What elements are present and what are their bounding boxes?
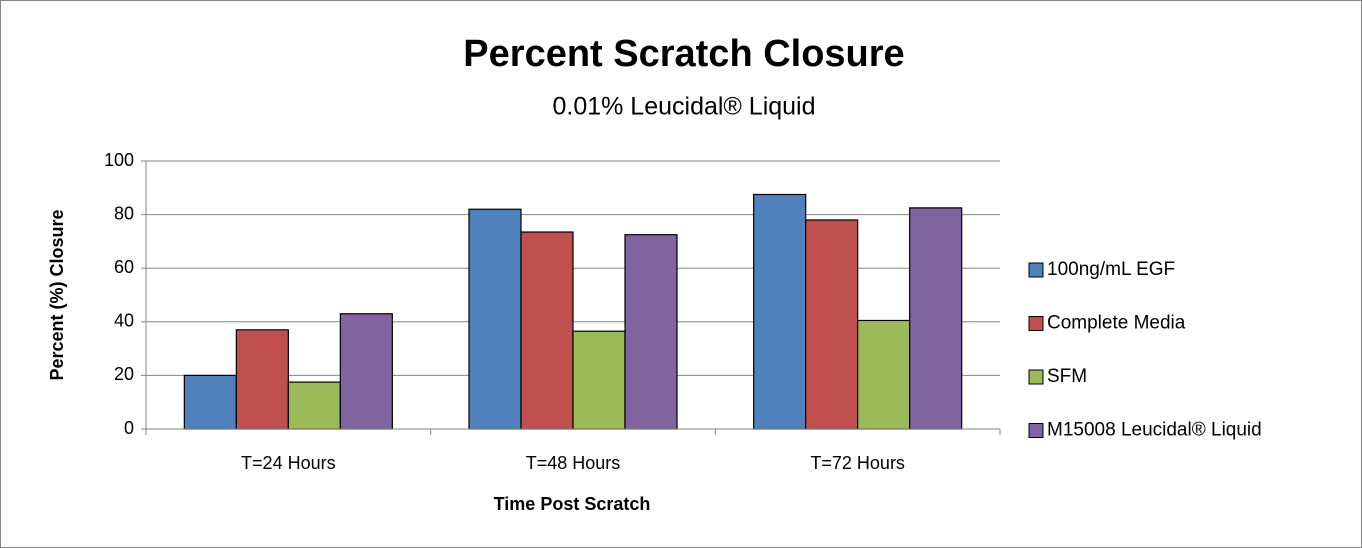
x-axis-title: Time Post Scratch xyxy=(494,494,651,514)
y-tick-label: 0 xyxy=(124,418,134,438)
bar xyxy=(183,374,237,430)
legend-swatch xyxy=(1028,423,1044,438)
bar xyxy=(909,207,963,430)
y-tick-label: 40 xyxy=(114,311,134,331)
bar xyxy=(468,208,522,430)
bar xyxy=(287,381,341,430)
bar xyxy=(753,193,807,430)
x-tick-label: T=24 Hours xyxy=(241,453,336,473)
x-tick-label: T=48 Hours xyxy=(526,453,621,473)
legend-swatch xyxy=(1028,316,1044,331)
y-tick-label: 20 xyxy=(114,364,134,384)
bar xyxy=(235,329,289,430)
y-tick-label: 60 xyxy=(114,257,134,277)
bar xyxy=(805,219,859,430)
legend-label: SFM xyxy=(1047,366,1087,387)
legend-swatch xyxy=(1028,369,1044,385)
y-tick-label: 100 xyxy=(104,150,134,170)
bar xyxy=(857,319,911,430)
legend-label: Complete Media xyxy=(1047,313,1186,334)
bar xyxy=(339,313,393,430)
legend-label: 100ng/mL EGF xyxy=(1047,259,1175,280)
legend-swatch xyxy=(1028,262,1044,278)
chart-title: Percent Scratch Closure xyxy=(463,33,904,75)
legend-label: M15008 Leucidal® Liquid xyxy=(1047,420,1262,441)
y-tick-label: 80 xyxy=(114,203,134,223)
x-tick-label: T=72 Hours xyxy=(810,453,905,473)
bar xyxy=(572,330,626,430)
chart-subtitle: 0.01% Leucidal® Liquid xyxy=(552,93,815,121)
y-axis-title: Percent (%) Closure xyxy=(47,209,67,380)
bar xyxy=(624,234,678,430)
bar xyxy=(520,231,574,430)
